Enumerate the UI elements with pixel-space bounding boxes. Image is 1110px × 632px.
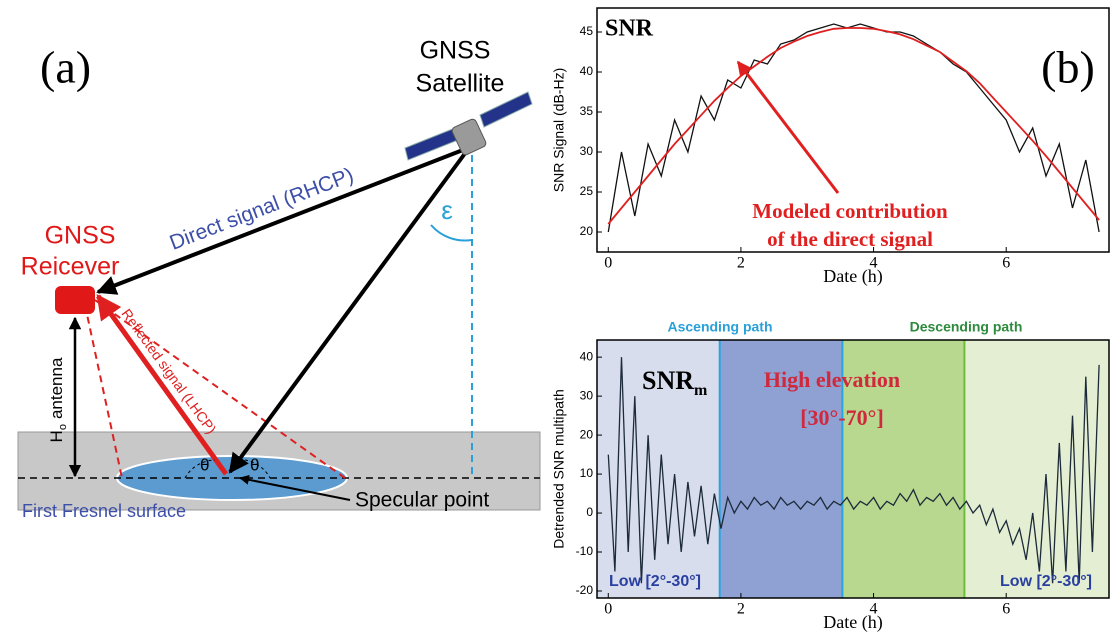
reflected-ray [95,293,229,476]
antenna-h: H [47,430,66,442]
antenna-rest: antenna [47,357,66,419]
satellite-label: Satellite [416,70,505,98]
y-tick-label: 20 [580,224,594,238]
epsilon: ε [441,195,453,225]
region [842,340,965,598]
x-tick-label: 6 [1002,601,1010,618]
theta-arc [184,459,216,479]
y-tick-label: 20 [580,427,594,441]
y-tick-label: 35 [580,104,594,118]
x-tick-label: 0 [604,255,612,272]
series-line [607,27,1100,225]
annotation: Modeled contribution [752,199,948,223]
multipath-chart: 0 2 4 6 -20 -10 0 10 20 30 40 Date (h) Detrended SNR… [551,339,1110,632]
y-tick-label: -10 [576,544,594,558]
path-label: Ascending path [667,319,772,335]
annotation-arrow [736,60,840,194]
title-sub: m [694,382,708,399]
high-label: [30°-70°] [800,405,884,430]
x-tick-label: 2 [737,601,745,618]
plot-frame [596,7,1110,253]
snr-chart: 0 2 4 6 20 25 30 35 40 45 Date (h) SNR Signal (dB-H… [551,7,1110,287]
series-line [607,23,1100,233]
satellite [404,91,533,161]
annotations: SNR Modeled contribution of the direct s… [605,16,1092,591]
receiver [55,286,95,314]
y-tick-label: 45 [580,24,594,38]
y-tick-label: 25 [580,184,594,198]
y-tick-label: 40 [580,64,594,78]
diagram: (a) GNSS Satellite GNSS Reicever Direct … [17,37,541,521]
series-line [607,357,1100,584]
fresnel-label: First Fresnel surface [22,501,186,521]
x-tick-label: 6 [1002,255,1010,272]
satellite-body [451,118,487,156]
region [719,340,843,598]
fresnel-ray [84,304,123,479]
y-tick-label: -20 [576,583,594,597]
antenna-label: Ho antenna [47,357,68,442]
x-tick-label: 4 [870,255,878,272]
direct-ray [96,146,469,295]
fresnel-ray [94,299,346,479]
satellite-label: GNSS [420,37,491,65]
direct-label: Direct signal (RHCP) [167,163,357,254]
x-tick-label: 2 [737,255,745,272]
chart-title: SNRm [642,366,708,399]
x-tick-label: 4 [870,601,878,618]
x-axis-label: Date (h) [823,612,882,632]
region [964,340,1109,598]
path-label: Descending path [910,319,1023,335]
panel-label: (b) [1041,42,1095,93]
specular-label: Specular point [355,489,489,512]
x-tick-label: 0 [604,601,612,618]
x-axis-label: Date (h) [823,266,882,287]
y-tick-label: 0 [586,505,593,519]
chart-title: SNR [605,16,654,42]
title-main: SNR [642,366,694,395]
solar-panel [479,91,533,128]
low-label: Low [2°-30°] [609,573,701,590]
specular-pointer [239,474,351,501]
incident-ray [228,150,468,474]
low-label: Low [2°-30°] [1000,573,1092,590]
high-label: High elevation [764,367,900,392]
y-axis-label: SNR Signal (dB-Hz) [551,68,567,192]
panel-label: (a) [40,42,91,93]
reflected-label: Reflected signal (LHCP) [118,306,219,437]
y-tick-label: 10 [580,466,594,480]
y-tick-label: 30 [580,388,594,402]
annotation: of the direct signal [767,227,933,251]
antenna-sub: o [57,424,69,430]
y-tick-label: 30 [580,144,594,158]
theta: θ [200,455,209,474]
theta: θ [250,455,259,474]
y-tick-label: 40 [580,349,594,363]
epsilon-arc [430,224,473,242]
y-axis-label: Detrended SNR multipath [551,389,567,549]
plot-frame [596,339,1110,599]
receiver-label: Reicever [21,253,120,281]
theta-arc [244,459,271,479]
receiver-label: GNSS [45,222,116,250]
